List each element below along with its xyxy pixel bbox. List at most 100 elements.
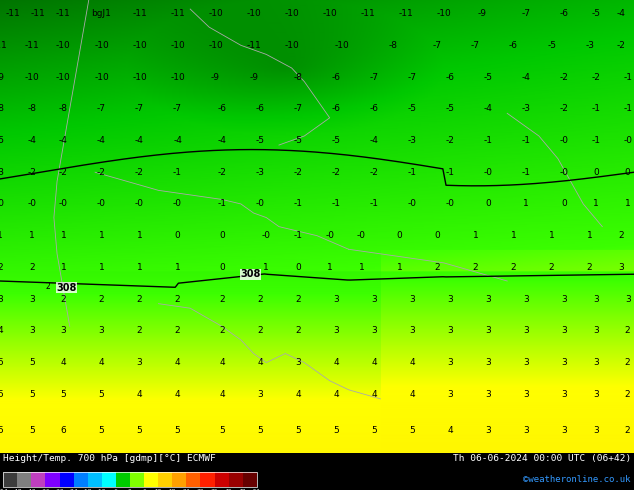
Text: -10: -10 — [246, 9, 261, 18]
Text: 3: 3 — [624, 294, 631, 304]
Text: 3: 3 — [593, 294, 599, 304]
Text: -9: -9 — [211, 73, 220, 81]
Text: 3: 3 — [0, 294, 3, 304]
Text: 308: 308 — [240, 269, 261, 279]
Text: -2: -2 — [332, 168, 340, 177]
Text: -0: -0 — [560, 136, 569, 145]
Text: 18: 18 — [169, 489, 176, 490]
Text: 3: 3 — [485, 326, 491, 335]
Text: 0: 0 — [128, 489, 132, 490]
Text: 3: 3 — [485, 390, 491, 399]
Text: 4: 4 — [448, 426, 453, 435]
Text: 3: 3 — [485, 294, 491, 304]
Text: 4: 4 — [175, 358, 180, 367]
Text: -4: -4 — [217, 136, 226, 145]
Text: -0: -0 — [59, 199, 68, 208]
Text: 2: 2 — [473, 263, 478, 272]
Text: -24: -24 — [69, 489, 79, 490]
Text: 6: 6 — [142, 489, 146, 490]
Text: 1: 1 — [174, 263, 181, 272]
Text: 4: 4 — [219, 390, 224, 399]
Text: bgJ1: bgJ1 — [91, 9, 112, 18]
Text: -9: -9 — [477, 9, 486, 18]
Text: -2: -2 — [217, 168, 226, 177]
Text: 1: 1 — [136, 231, 143, 240]
Text: -10: -10 — [284, 41, 299, 50]
Text: 1: 1 — [593, 199, 599, 208]
Text: -3: -3 — [0, 168, 4, 177]
Text: 1: 1 — [60, 231, 67, 240]
Text: 3: 3 — [136, 358, 143, 367]
Text: 1: 1 — [548, 231, 555, 240]
Bar — [116, 471, 130, 487]
Text: -10: -10 — [208, 9, 223, 18]
Text: 3: 3 — [523, 426, 529, 435]
Text: -10: -10 — [132, 73, 147, 81]
Text: -8: -8 — [59, 104, 68, 113]
Text: -10: -10 — [94, 73, 109, 81]
Text: -3: -3 — [585, 41, 594, 50]
Text: 4: 4 — [372, 358, 377, 367]
Text: -5: -5 — [592, 9, 600, 18]
Text: -0: -0 — [97, 199, 106, 208]
Text: 1: 1 — [263, 263, 269, 272]
Text: -8: -8 — [27, 104, 36, 113]
Text: 2: 2 — [295, 326, 301, 335]
Text: -1: -1 — [217, 199, 226, 208]
Text: 3: 3 — [409, 326, 415, 335]
Text: 1: 1 — [472, 231, 479, 240]
Bar — [130, 471, 144, 487]
Text: -10: -10 — [335, 41, 350, 50]
Text: -5: -5 — [547, 41, 556, 50]
Text: 2: 2 — [61, 294, 66, 304]
Text: 6: 6 — [60, 426, 67, 435]
Text: 3: 3 — [98, 326, 105, 335]
Text: 5: 5 — [0, 390, 3, 399]
Text: -7: -7 — [370, 73, 378, 81]
Text: 2: 2 — [175, 294, 180, 304]
Text: 4: 4 — [219, 358, 224, 367]
Text: -10: -10 — [56, 73, 71, 81]
Text: -1: -1 — [408, 168, 417, 177]
Text: 4: 4 — [137, 390, 142, 399]
Text: -1: -1 — [484, 136, 493, 145]
Bar — [3, 471, 17, 487]
Text: -10: -10 — [56, 41, 71, 50]
Bar — [46, 471, 60, 487]
Text: -9: -9 — [0, 73, 4, 81]
Bar — [3, 471, 257, 487]
Text: -7: -7 — [173, 104, 182, 113]
Text: -36: -36 — [41, 489, 50, 490]
Bar — [214, 471, 229, 487]
Text: 2: 2 — [625, 426, 630, 435]
Bar — [60, 471, 74, 487]
Text: 54: 54 — [253, 489, 261, 490]
Text: -1: -1 — [623, 104, 632, 113]
Text: 5: 5 — [60, 390, 67, 399]
Text: 4: 4 — [410, 358, 415, 367]
Text: 5: 5 — [98, 390, 105, 399]
Text: -0: -0 — [173, 199, 182, 208]
Text: -11: -11 — [24, 41, 39, 50]
Text: -54: -54 — [0, 489, 8, 490]
Text: -4: -4 — [617, 9, 626, 18]
Text: 4: 4 — [333, 358, 339, 367]
Text: 5: 5 — [0, 358, 3, 367]
Text: -0: -0 — [325, 231, 334, 240]
Text: -42: -42 — [27, 489, 36, 490]
Text: 3: 3 — [593, 326, 599, 335]
Bar — [17, 471, 31, 487]
Text: 2: 2 — [175, 326, 180, 335]
Text: -7: -7 — [135, 104, 144, 113]
Text: 1: 1 — [586, 231, 593, 240]
Text: 1: 1 — [523, 199, 529, 208]
Text: 5: 5 — [0, 426, 3, 435]
Text: 3: 3 — [593, 426, 599, 435]
Text: 3: 3 — [561, 294, 567, 304]
Text: -18: -18 — [83, 489, 93, 490]
Text: 1: 1 — [396, 263, 403, 272]
Text: 1: 1 — [358, 263, 365, 272]
Text: -2: -2 — [97, 168, 106, 177]
Text: 3: 3 — [523, 390, 529, 399]
Text: -12: -12 — [97, 489, 107, 490]
